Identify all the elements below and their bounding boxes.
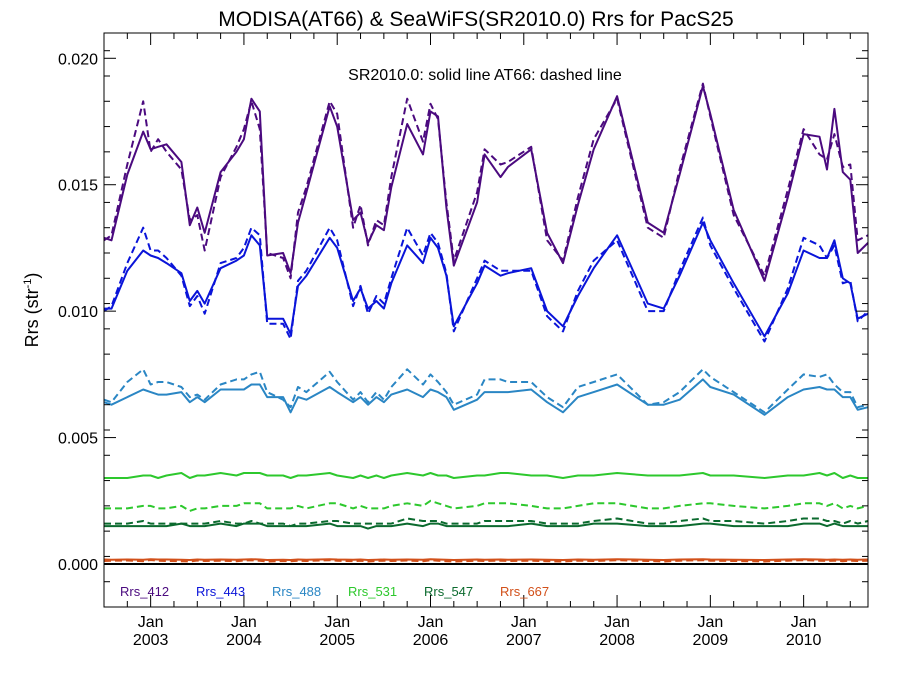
x-tick-year-label: 2006 <box>413 632 449 649</box>
rrs-667-sr2010-line <box>103 558 869 561</box>
rrs-667-at66-line <box>103 559 869 563</box>
rrs-443-sr2010-line <box>104 221 869 338</box>
y-tick-label: 0.020 <box>58 51 98 68</box>
y-axis-label: Rrs (str-1) <box>22 273 42 348</box>
rrs-443-at66-line <box>103 216 869 343</box>
rrs-547-sr2010-line <box>104 522 868 530</box>
legend-rrs-412: Rrs_412 <box>120 584 169 599</box>
rrs-547-at66-line <box>104 517 869 528</box>
x-tick-month-label: Jan <box>697 614 723 631</box>
rrs-531-at66-line <box>104 499 869 512</box>
x-tick-year-label: 2010 <box>786 632 822 649</box>
line-style-annotation: SR2010.0: solid line AT66: dashed line <box>348 67 622 84</box>
legend-rrs-531: Rrs_531 <box>348 584 397 599</box>
legend-rrs-443: Rrs_443 <box>196 584 245 599</box>
y-tick-label: 0.010 <box>58 304 98 321</box>
y-tick-label: 0.015 <box>58 178 98 195</box>
rrs-412-sr2010-line <box>103 85 869 282</box>
rrs-531-sr2010-line <box>104 472 868 479</box>
y-tick-label: 0.005 <box>58 431 98 448</box>
legend-rrs-667: Rrs_667 <box>500 584 549 599</box>
x-tick-month-label: Jan <box>604 614 630 631</box>
x-tick-year-label: 2004 <box>226 632 262 649</box>
x-tick-year-label: 2003 <box>133 632 169 649</box>
x-tick-month-label: Jan <box>138 614 164 631</box>
y-tick-label: 0.000 <box>58 557 98 574</box>
x-tick-month-label: Jan <box>231 614 257 631</box>
rrs-412-at66-line <box>103 82 869 280</box>
x-tick-month-label: Jan <box>418 614 444 631</box>
rrs-488-at66-line <box>103 368 869 414</box>
x-tick-year-label: 2009 <box>693 632 729 649</box>
x-tick-year-label: 2008 <box>599 632 635 649</box>
x-tick-year-label: 2005 <box>319 632 355 649</box>
x-tick-month-label: Jan <box>791 614 817 631</box>
x-tick-year-label: 2007 <box>506 632 542 649</box>
legend-rrs-488: Rrs_488 <box>272 584 321 599</box>
chart-title: MODISA(AT66) & SeaWiFS(SR2010.0) Rrs for… <box>218 8 733 31</box>
legend-rrs-547: Rrs_547 <box>424 584 473 599</box>
x-tick-month-label: Jan <box>511 614 537 631</box>
rrs-488-sr2010-line <box>103 378 869 416</box>
plot-frame <box>103 32 869 608</box>
x-tick-month-label: Jan <box>324 614 350 631</box>
